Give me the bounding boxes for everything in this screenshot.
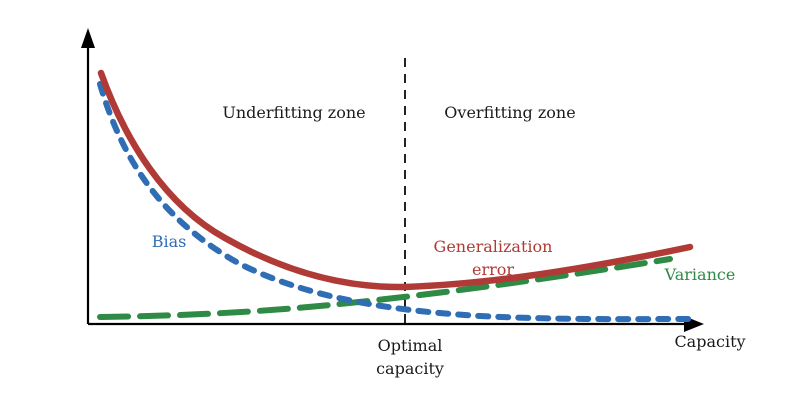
optimal-capacity-label-line1: Optimal — [378, 336, 443, 355]
y-axis-arrowhead — [81, 28, 95, 48]
overfitting-zone-label: Overfitting zone — [444, 103, 575, 122]
underfitting-zone-label: Underfitting zone — [222, 103, 365, 122]
variance-label: Variance — [664, 265, 736, 284]
generalization-error-label-line2: error — [472, 260, 514, 279]
generalization-error-curve — [97, 69, 694, 291]
variance-curve — [97, 256, 673, 320]
optimal-capacity-label-line2: capacity — [376, 359, 444, 378]
bias-label: Bias — [152, 232, 187, 251]
x-axis-label: Capacity — [674, 332, 745, 351]
bias-curve — [97, 81, 693, 323]
generalization-error-label-line1: Generalization — [434, 237, 553, 256]
